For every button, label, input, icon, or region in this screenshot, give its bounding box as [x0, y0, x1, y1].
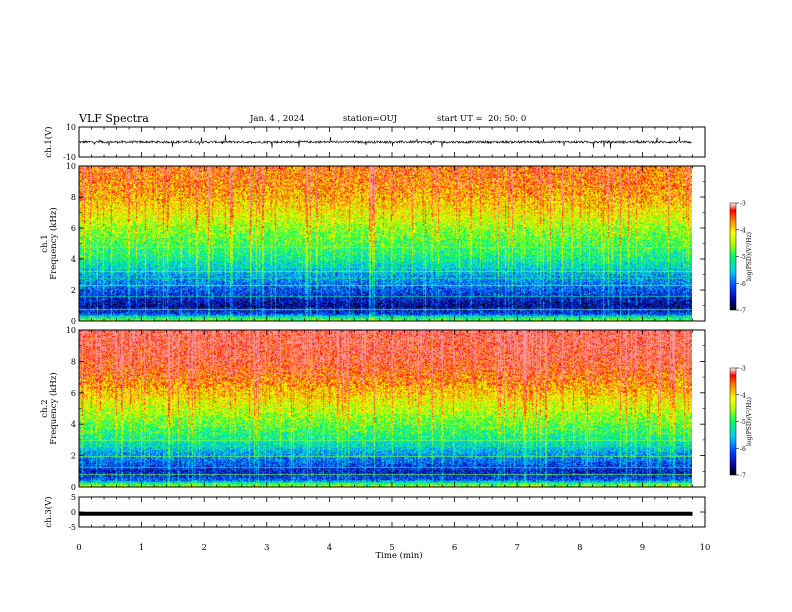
- spectrogram-image-ch1: [79, 166, 692, 321]
- spectrogram-image-ch2: [79, 330, 692, 487]
- y-tick-label: 8: [71, 193, 76, 202]
- y-axis-label: ch.1(V): [43, 126, 54, 157]
- colorbar-tick-label: -3: [740, 366, 746, 373]
- y-tick-label: 4: [71, 420, 76, 429]
- y-tick-label: 10: [66, 123, 76, 132]
- y-tick-label: 8: [71, 357, 76, 366]
- y-tick-label: 2: [71, 452, 76, 461]
- colorbar-tick-label: -6: [740, 446, 746, 453]
- x-tick-label: 0: [76, 543, 81, 553]
- y-tick-label: 2: [71, 286, 76, 295]
- y-tick-label: 4: [71, 255, 76, 264]
- colorbar-tick-label: -5: [740, 254, 746, 261]
- y-tick-label: 6: [71, 389, 76, 398]
- colorbar-tick-label: -7: [740, 308, 746, 315]
- y-axis-label: ch.1: [40, 234, 50, 252]
- start-time-label: start UT = 20: 50: 0: [437, 114, 527, 124]
- ch2-spectrogram-panel: [79, 330, 692, 487]
- colorbar-tick-label: -6: [740, 281, 746, 288]
- colorbar-tick-label: -7: [740, 473, 746, 480]
- y-tick-label: 0: [71, 483, 76, 492]
- x-tick-label: 1: [139, 543, 144, 553]
- x-tick-label: 9: [640, 543, 645, 553]
- ch1-waveform-panel: [78, 134, 693, 149]
- y-tick-label: 0: [71, 317, 76, 326]
- colorbar-tick-label: -4: [740, 227, 746, 234]
- ch1-waveform-trace: [78, 134, 693, 149]
- x-tick-label: 10: [700, 543, 711, 553]
- colorbar-tick-label: -3: [740, 201, 746, 208]
- colorbars-layer: -3 -4 -5 -6 -7 log(PSD)(V²/Hz) -3 -4 -5 -6 -7 log(P…: [729, 201, 753, 480]
- colorbar-ch1: [729, 202, 737, 311]
- colorbar-ch2: [729, 367, 737, 476]
- y-tick-label: -10: [63, 153, 76, 162]
- y-tick-label: 10: [66, 326, 76, 335]
- x-axis-label: Time (min): [375, 550, 422, 561]
- y-axis-label: ch.2: [40, 399, 50, 417]
- y-tick-label: 6: [71, 224, 76, 233]
- x-tick-label: 8: [577, 543, 582, 553]
- colorbar-tick-label: -5: [740, 419, 746, 426]
- colorbar-label: log(PSD)(V²/Hz): [746, 397, 753, 446]
- colorbar-label: log(PSD)(V²/Hz): [746, 232, 753, 281]
- station-label: station=OUJ: [343, 114, 398, 124]
- y-tick-label: 10: [66, 162, 76, 171]
- colorbar-tick-label: -4: [740, 392, 746, 399]
- x-tick-label: 7: [514, 543, 519, 553]
- y-axis-label: Frequency (kHz): [48, 372, 59, 444]
- x-tick-label: 5: [389, 543, 394, 553]
- y-tick-label: 5: [71, 493, 76, 502]
- y-axis-label: ch.3(V): [43, 496, 54, 527]
- x-tick-label: 6: [452, 543, 457, 553]
- ch1-spectrogram-panel: [79, 166, 692, 321]
- x-tick-label: 4: [327, 543, 332, 553]
- date-label: Jan. 4 , 2024: [250, 114, 305, 124]
- y-tick-label: -5: [68, 523, 76, 532]
- y-axis-label: Frequency (kHz): [48, 207, 59, 279]
- x-tick-label: 3: [264, 543, 269, 553]
- figure-title: VLF Spectra: [79, 112, 149, 125]
- y-tick-label: 0: [71, 508, 76, 517]
- x-tick-label: 2: [201, 543, 206, 553]
